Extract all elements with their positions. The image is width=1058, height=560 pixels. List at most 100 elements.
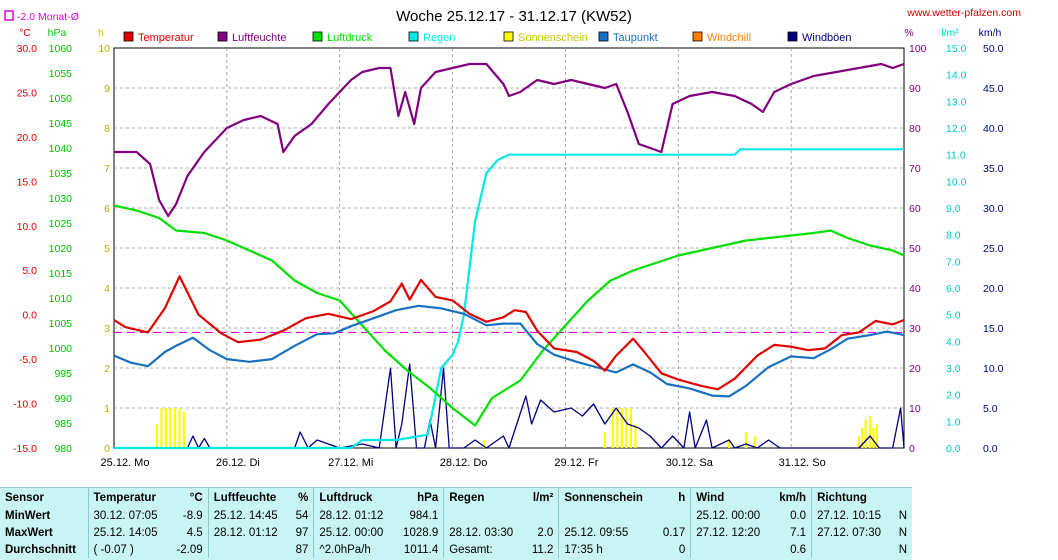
- rain-tick: 11.0: [946, 150, 966, 162]
- stats-cell: 0.6: [790, 543, 807, 556]
- x-tick-label: 31.12. So: [779, 457, 826, 469]
- x-tick-label: 26.12. Di: [216, 457, 260, 469]
- rain-tick: 1.0: [946, 416, 961, 428]
- pressure-tick: 1005: [49, 318, 73, 330]
- sunshine-tick: 9: [104, 83, 110, 95]
- stats-cell: MaxWert: [5, 526, 53, 539]
- legend-swatch: [217, 31, 228, 42]
- wind-tick: 40.0: [983, 123, 1004, 135]
- temp-unit: °C: [19, 27, 31, 39]
- sunshine-tick: 4: [104, 283, 110, 295]
- pressure-tick: 1045: [49, 118, 73, 130]
- legend-label: Sonnenschein: [518, 32, 588, 44]
- stats-cell: km/h: [779, 491, 807, 504]
- humidity-tick: 60: [909, 203, 921, 215]
- legend-swatch: [123, 31, 134, 42]
- rain-tick: 7.0: [946, 256, 961, 268]
- temp-tick: 10.0: [17, 221, 38, 233]
- pressure-tick: 1000: [49, 343, 73, 355]
- stats-cell: 27.12. 10:15: [811, 507, 893, 524]
- stats-cell: N: [898, 509, 907, 522]
- stats-panel: Sensor Temperatur °C Luftfeuchte% Luftdruck h…: [0, 487, 912, 560]
- humidity-unit: %: [904, 27, 913, 39]
- pressure-tick: 1035: [49, 168, 73, 180]
- pressure-tick: 990: [54, 393, 72, 405]
- stats-row: Durchschnitt ( -0.07 ) -2.09 87 ^2.0hPa/h 101…: [0, 541, 912, 558]
- stats-cell: [811, 541, 893, 558]
- wind-tick: 30.0: [983, 203, 1004, 215]
- x-axis-labels: 25.12. Mo 26.12. Di 27.12. Mi 28.12. Do 29.1…: [101, 457, 826, 469]
- stats-cell: [443, 507, 525, 524]
- pressure-tick: 980: [54, 443, 72, 455]
- legend-swatch: [787, 31, 798, 42]
- rain-tick: 13.0: [946, 96, 967, 108]
- sunshine-tick: 5: [104, 243, 110, 255]
- rain-tick: 3.0: [946, 363, 961, 375]
- pressure-tick: 985: [54, 418, 72, 430]
- sunshine-tick: 8: [104, 123, 110, 135]
- weather-chart: Woche 25.12.17 - 31.12.17 (KW52) www.wet…: [4, 7, 1022, 469]
- pressure-unit: hPa: [48, 27, 67, 39]
- stats-cell: 28.12. 03:30: [443, 524, 525, 541]
- stats-cell: MinWert: [5, 509, 51, 522]
- stats-cell: 27.12. 07:30: [811, 524, 893, 541]
- pressure-tick: 1055: [49, 68, 73, 80]
- wind-tick: 50.0: [983, 43, 1004, 55]
- rain-tick: 4.0: [946, 336, 961, 348]
- stats-cell: 87: [295, 543, 309, 556]
- legend-swatch: [503, 31, 514, 42]
- pressure-tick: 995: [54, 368, 72, 380]
- wind-tick: 20.0: [983, 283, 1004, 295]
- stats-cell: [690, 541, 772, 558]
- wind-tick: 0.0: [983, 443, 998, 455]
- legend-label: Luftfeuchte: [232, 32, 286, 44]
- rain-tick: 10.0: [946, 176, 967, 188]
- stats-cell: 25.12. 09:55: [558, 524, 656, 541]
- stats-cell: 25.12. 00:00: [313, 524, 395, 541]
- stats-cell: [655, 507, 691, 524]
- stats-cell: 7.1: [790, 526, 807, 539]
- x-tick-label: 27.12. Mi: [328, 457, 373, 469]
- rain-tick: 6.0: [946, 283, 961, 295]
- monthly-avg-swatch: [4, 10, 14, 21]
- legend-label: Windchill: [707, 32, 751, 44]
- rain-tick: 15.0: [946, 43, 967, 55]
- monthly-avg-label: -2.0 Monat-Ø: [17, 11, 79, 23]
- stats-cell: 0.17: [662, 526, 686, 539]
- site-url: www.wetter-pfalzen.com: [906, 7, 1021, 19]
- series-line-luftfeuchte: [114, 62, 905, 218]
- series-line-temperatur: [113, 275, 905, 391]
- rain-tick: 5.0: [946, 310, 961, 322]
- sunshine-tick: 3: [104, 323, 110, 335]
- pressure-tick: 1030: [49, 193, 73, 205]
- temp-tick: -5.0: [19, 354, 37, 366]
- pressure-tick: 1040: [49, 143, 73, 155]
- stats-cell: 54: [295, 509, 309, 522]
- stats-cell: Wind: [690, 488, 772, 507]
- stats-cell: ( -0.07 ): [87, 541, 169, 558]
- sunshine-tick: 10: [98, 43, 110, 55]
- x-tick-label: 30.12. Sa: [666, 457, 714, 469]
- wind-tick: 10.0: [983, 363, 1004, 375]
- stats-cell: 0.0: [790, 509, 807, 522]
- stats-cell: N: [898, 526, 907, 539]
- stats-cell: [524, 507, 559, 524]
- temp-tick: 5.0: [22, 265, 37, 277]
- sunshine-tick: 0: [104, 443, 110, 455]
- temp-tick: 0.0: [22, 310, 37, 322]
- stats-cell: 27.12. 12:20: [690, 524, 772, 541]
- stats-cell: 0: [678, 543, 686, 556]
- temp-tick: -15.0: [13, 443, 37, 455]
- stats-cell: 984.1: [409, 509, 439, 522]
- pressure-tick: 1050: [49, 93, 73, 105]
- stats-cell: Luftfeuchte: [207, 488, 289, 507]
- wind-tick: 45.0: [983, 83, 1004, 95]
- stats-cell: 2.0: [537, 526, 554, 539]
- sunshine-tick: 1: [104, 403, 110, 415]
- humidity-tick: 100: [909, 43, 927, 55]
- legend-label: Luftdruck: [327, 32, 373, 44]
- stats-cell: 4.5: [186, 526, 203, 539]
- stats-cell: Luftdruck: [313, 488, 395, 507]
- stats-cell: 25.12. 14:45: [207, 507, 289, 524]
- legend: Temperatur Luftfeuchte Luftdruck Regen Sonne…: [123, 31, 852, 44]
